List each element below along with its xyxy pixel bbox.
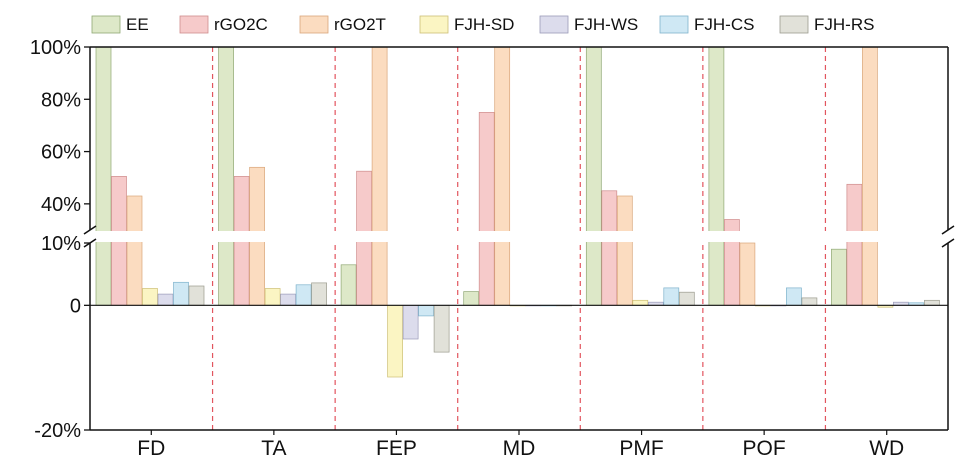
legend: EE rGO2C rGO2T FJH-SD FJH-WS FJH-CS FJH-RS	[91, 15, 874, 34]
bar-rgo2t-pmf	[616, 195, 633, 306]
bar-rgo2t-pof	[739, 242, 756, 306]
bar-fjh-cs-ta	[295, 284, 312, 306]
bar-fjh-sd-fd	[142, 288, 158, 306]
bar-fjh-sd-ta	[264, 288, 281, 306]
bar-fjh-rs-wd	[924, 299, 940, 306]
bar-fjh-cs-pof	[786, 287, 802, 306]
bar-rgo2c-pmf	[601, 190, 618, 306]
bar-fjh-rs-fep	[433, 304, 450, 353]
bar-fjh-sd-pmf	[632, 299, 649, 306]
bar-ee-md	[463, 291, 480, 306]
break-mark-right	[941, 225, 955, 235]
x-category-label: MD	[503, 437, 536, 460]
x-category-label: WD	[869, 437, 904, 460]
bar-ee-fd	[95, 46, 112, 306]
x-category-label: TA	[261, 437, 286, 460]
break-mark-right	[941, 238, 955, 248]
axis-break-marks	[83, 225, 955, 248]
y-tick-lower-label: 0	[70, 295, 81, 317]
x-axis-categories: FD TA FEP MD PMF POF WD	[137, 430, 904, 460]
x-category-label: PMF	[619, 437, 663, 460]
bar-fjh-rs-fd	[188, 285, 205, 306]
bar-fjh-cs-fd	[173, 281, 189, 306]
bars	[95, 46, 940, 378]
bar-rgo2t-fd	[126, 195, 143, 306]
bar-ee-pof	[708, 46, 725, 306]
bar-rgo2t-fep	[371, 46, 388, 306]
legend-label-fjh-rs: FJH-RS	[814, 15, 874, 34]
y-tick-lower-label: 10%	[41, 233, 81, 255]
legend-label-fjh-ws: FJH-WS	[574, 15, 638, 34]
bar-fjh-sd-fep	[387, 304, 403, 378]
legend-swatch-ee	[91, 15, 121, 34]
bar-fjh-ws-fep	[402, 304, 419, 340]
bar-fjh-rs-pof	[801, 297, 818, 306]
bar-fjh-ws-ta	[280, 293, 296, 306]
legend-swatch-fjh-rs	[779, 15, 809, 34]
legend-label-fjh-sd: FJH-SD	[454, 15, 514, 34]
x-category-label: FEP	[376, 437, 417, 460]
y-axis-ticks: -20% 0 10% 40% 60% 80% 100%	[30, 37, 90, 442]
bar-fjh-rs-ta	[311, 282, 327, 306]
legend-swatch-fjh-cs	[659, 15, 689, 34]
x-category-label: POF	[743, 437, 786, 460]
bar-ee-fep	[340, 264, 357, 306]
legend-swatch-fjh-sd	[419, 15, 449, 34]
legend-swatch-rgo2t	[299, 15, 329, 34]
legend-label-fjh-cs: FJH-CS	[694, 15, 754, 34]
break-mark-left	[83, 225, 97, 235]
bar-fjh-cs-pmf	[663, 287, 680, 306]
break-mark-left	[83, 238, 97, 248]
bar-rgo2t-wd	[862, 46, 878, 306]
legend-label-rgo2t: rGO2T	[334, 15, 386, 34]
bar-ee-ta	[218, 46, 234, 306]
legend-swatch-fjh-ws	[539, 15, 569, 34]
legend-label-ee: EE	[126, 15, 149, 34]
axis-break-gap	[89, 231, 949, 242]
bar-rgo2c-wd	[846, 183, 863, 306]
y-tick-upper-label: 80%	[41, 89, 81, 111]
bar-rgo2t-md	[494, 46, 511, 306]
legend-label-rgo2c: rGO2C	[214, 15, 268, 34]
x-category-label: FD	[137, 437, 165, 460]
bar-rgo2c-md	[478, 112, 495, 306]
y-tick-upper-label: 100%	[30, 37, 81, 59]
legend-swatch-rgo2c	[179, 15, 209, 34]
bar-fjh-rs-pmf	[678, 291, 695, 306]
y-tick-upper-label: 60%	[41, 142, 81, 164]
bar-ee-wd	[831, 248, 847, 306]
y-tick-lower-label: -20%	[34, 420, 81, 442]
bar-fjh-cs-fep	[418, 304, 434, 317]
bar-fjh-ws-fd	[157, 293, 174, 306]
bar-ee-pmf	[585, 46, 602, 306]
y-tick-upper-label: 40%	[41, 194, 81, 216]
